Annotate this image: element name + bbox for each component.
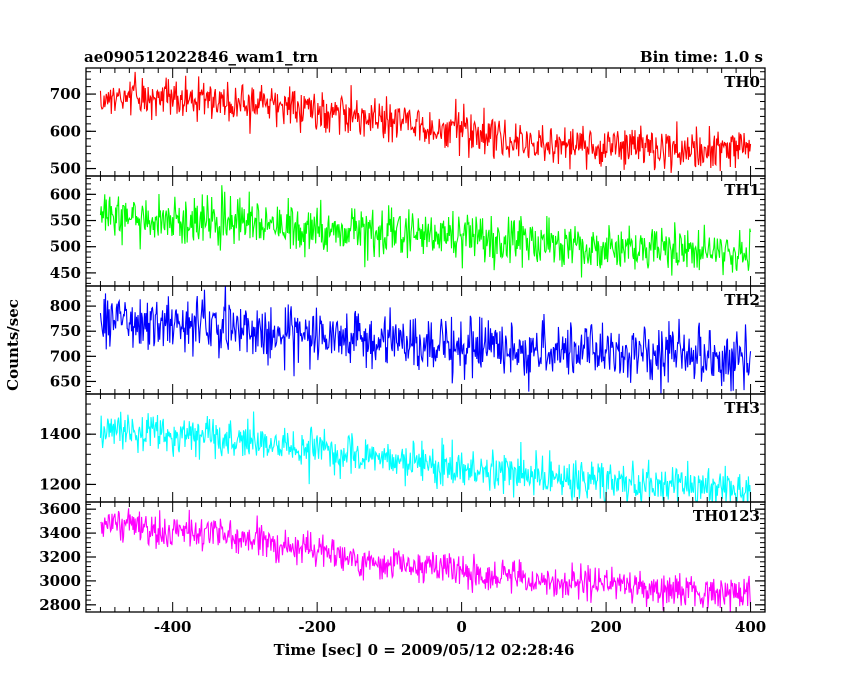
x-tick-label: 200 [590,618,621,636]
series-th3 [99,411,752,502]
panel-frame [85,67,766,177]
x-tick-label: -400 [154,618,192,636]
panel-label: TH2 [724,291,760,309]
panel-th3: 1200 1400 TH3 [39,393,766,503]
x-axis: -400 -200 0 200 400 [154,618,766,636]
panel-label: TH0123 [693,507,760,525]
y-tick-label: 550 [50,212,81,230]
chart-title: ae090512022846_wam1_trn [84,48,318,66]
y-tick-label: 2800 [39,596,81,614]
panel-th2: 650 700 750 800 TH2 [50,285,766,395]
bin-time-label: Bin time: 1.0 s [640,48,763,66]
panel-label: TH1 [724,181,760,199]
panel-frame [85,393,766,503]
y-tick-label: 500 [50,160,81,178]
y-tick-label: 750 [50,322,81,340]
y-tick-label: 1200 [39,475,81,493]
y-tick-label: 3000 [39,572,81,590]
y-tick-label: 450 [50,264,81,282]
x-axis-label: Time [sec] 0 = 2009/05/12 02:28:46 [274,641,575,659]
x-tick-label: 0 [456,618,466,636]
y-tick-label: 3600 [39,500,81,518]
y-tick-label: 650 [50,372,81,390]
panel-label: TH0 [724,73,760,91]
y-tick-label: 3200 [39,548,81,566]
panel-th0: 500 600 700 TH0 [50,67,766,178]
panel-label: TH3 [724,399,760,417]
y-tick-label: 600 [50,185,81,203]
y-tick-label: 500 [50,238,81,256]
panel-th1: 450 500 550 600 TH1 [50,175,766,287]
panels-group: 500 600 700 TH0 450 500 550 600 TH1 650 700 750 800 T… [39,67,766,614]
y-axis-label: Counts/sec [4,299,22,391]
x-tick-label: -200 [298,618,336,636]
series-th1 [99,185,752,278]
series-th2 [99,286,752,394]
y-tick-label: 700 [50,85,81,103]
series-th0123 [100,508,752,612]
series-th0 [99,71,752,173]
y-tick-label: 600 [50,122,81,140]
y-tick-label: 700 [50,347,81,365]
x-tick-label: 400 [735,618,766,636]
y-tick-label: 1400 [39,425,81,443]
y-tick-label: 3400 [39,524,81,542]
y-tick-label: 800 [50,297,81,315]
panel-th0123: 2800 3000 3200 3400 3600 TH0123 [39,500,766,614]
